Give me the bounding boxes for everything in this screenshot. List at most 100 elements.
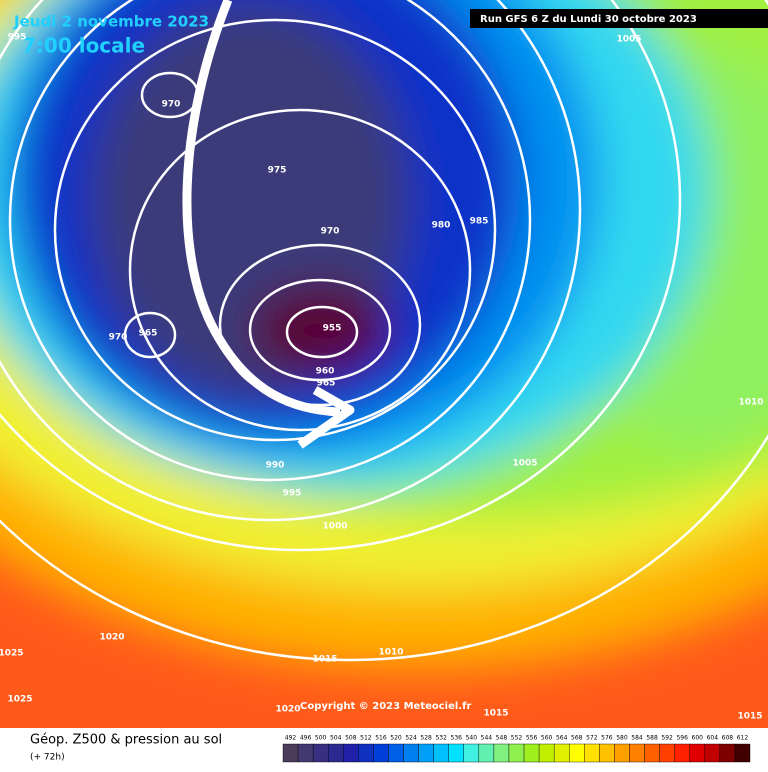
scale-swatch xyxy=(403,743,419,763)
scale-swatch xyxy=(719,743,736,763)
scale-label: 544 xyxy=(481,735,493,742)
scale-swatch xyxy=(433,743,449,763)
arrow xyxy=(182,0,341,417)
isobars xyxy=(0,0,768,662)
scale-swatch xyxy=(569,743,585,763)
local-time: 7:00 locale xyxy=(22,34,145,58)
scale-label: 492 xyxy=(285,735,297,742)
scale-swatch xyxy=(358,743,374,763)
isobar-label: 970 xyxy=(162,100,181,110)
scale-label: 516 xyxy=(375,735,387,742)
scale-label: 572 xyxy=(586,735,598,742)
scale-swatch xyxy=(463,743,480,763)
scale-swatch xyxy=(553,743,570,763)
scale-swatch xyxy=(523,743,540,763)
scale-label: 568 xyxy=(571,735,583,742)
scale-swatch xyxy=(493,743,510,763)
scale-label: 564 xyxy=(556,735,568,742)
isobar-label: 1000 xyxy=(322,522,347,532)
scale-label: 608 xyxy=(722,735,734,742)
date: Jeudi 2 novembre 2023 xyxy=(13,13,209,31)
scale-swatch xyxy=(614,743,630,763)
scale-swatch xyxy=(478,743,495,763)
isobar-label: 965 xyxy=(317,379,336,389)
isobar-label: 995 xyxy=(8,33,27,43)
scale-label: 528 xyxy=(420,735,432,742)
isobar-label: 990 xyxy=(266,461,285,471)
scale-swatch xyxy=(282,743,299,763)
scale-swatch xyxy=(538,743,555,763)
scale-label: 580 xyxy=(616,735,628,742)
scale-swatch xyxy=(644,743,660,763)
isobar-label: 1015 xyxy=(737,712,762,722)
scale-swatch xyxy=(448,743,464,763)
arrow-head xyxy=(297,386,355,449)
isobar-label: 1025 xyxy=(0,649,24,659)
isobar-label: 985 xyxy=(470,217,489,227)
scale-label: 500 xyxy=(315,735,327,742)
scale-label: 604 xyxy=(707,735,719,742)
isobar-label: 970 xyxy=(321,227,340,237)
isobar-label: 1020 xyxy=(275,705,300,715)
isobar-label: 980 xyxy=(432,221,451,231)
scale-label: 496 xyxy=(300,735,312,742)
scale-label: 532 xyxy=(435,735,447,742)
isobar-label: 1015 xyxy=(483,709,508,719)
scale-label: 552 xyxy=(511,735,523,742)
scale-label: 524 xyxy=(405,735,417,742)
scale-label: 520 xyxy=(390,735,402,742)
scale-swatch xyxy=(599,743,615,763)
isobar-label: 1020 xyxy=(99,633,124,643)
lead-time: (+ 72h) xyxy=(30,753,65,763)
scale-label: 592 xyxy=(661,735,673,742)
isobar-label: 1010 xyxy=(738,398,763,408)
copyright: Copyright © 2023 Meteociel.fr xyxy=(300,701,471,712)
scale-swatch xyxy=(373,743,389,763)
scale-label: 548 xyxy=(496,735,508,742)
scale-label: 584 xyxy=(631,735,643,742)
footer-title: Géop. Z500 & pression au sol xyxy=(30,733,222,748)
scale-swatch xyxy=(418,743,434,763)
run-info: Run GFS 6 Z du Lundi 30 octobre 2023 xyxy=(480,14,697,25)
scale-label: 560 xyxy=(541,735,553,742)
isobar-label: 1025 xyxy=(7,695,32,705)
scale-swatch xyxy=(343,743,359,763)
scale-label: 588 xyxy=(646,735,658,742)
scale-label: 536 xyxy=(451,735,463,742)
map-area xyxy=(0,0,768,728)
isobar-label: 970 xyxy=(109,333,128,343)
isobar-label: 975 xyxy=(268,166,287,176)
isobar-label: 955 xyxy=(323,324,342,334)
scale-swatch xyxy=(388,743,404,763)
scale-label: 612 xyxy=(737,735,749,742)
scale-swatch xyxy=(689,743,706,763)
scale-swatch xyxy=(629,743,645,763)
scale-swatch xyxy=(327,743,344,763)
scale-label: 596 xyxy=(676,735,688,742)
isobar-label: 995 xyxy=(283,489,302,499)
isobar-label: 1005 xyxy=(616,35,641,45)
scale-label: 540 xyxy=(466,735,478,742)
isobar-label: 960 xyxy=(316,367,335,377)
isobar-label: 1010 xyxy=(378,648,403,658)
scale-label: 556 xyxy=(526,735,538,742)
scale-label: 576 xyxy=(601,735,613,742)
scale-label: 508 xyxy=(345,735,357,742)
isobar-label: 1005 xyxy=(512,459,537,469)
scale-label: 512 xyxy=(360,735,372,742)
run-bar xyxy=(470,9,768,28)
scale-label: 504 xyxy=(330,735,342,742)
isobar-label: 1015 xyxy=(312,655,337,665)
scale-swatch xyxy=(508,743,525,763)
scale-swatch xyxy=(297,743,314,763)
scale-swatch xyxy=(674,743,690,763)
scale-swatch xyxy=(312,743,329,763)
scale-swatch xyxy=(584,743,600,763)
scale-swatch xyxy=(704,743,721,763)
scale-label: 600 xyxy=(692,735,704,742)
scale-swatch xyxy=(734,743,751,763)
scale-swatch xyxy=(659,743,675,763)
isobar-label: 965 xyxy=(139,329,158,339)
